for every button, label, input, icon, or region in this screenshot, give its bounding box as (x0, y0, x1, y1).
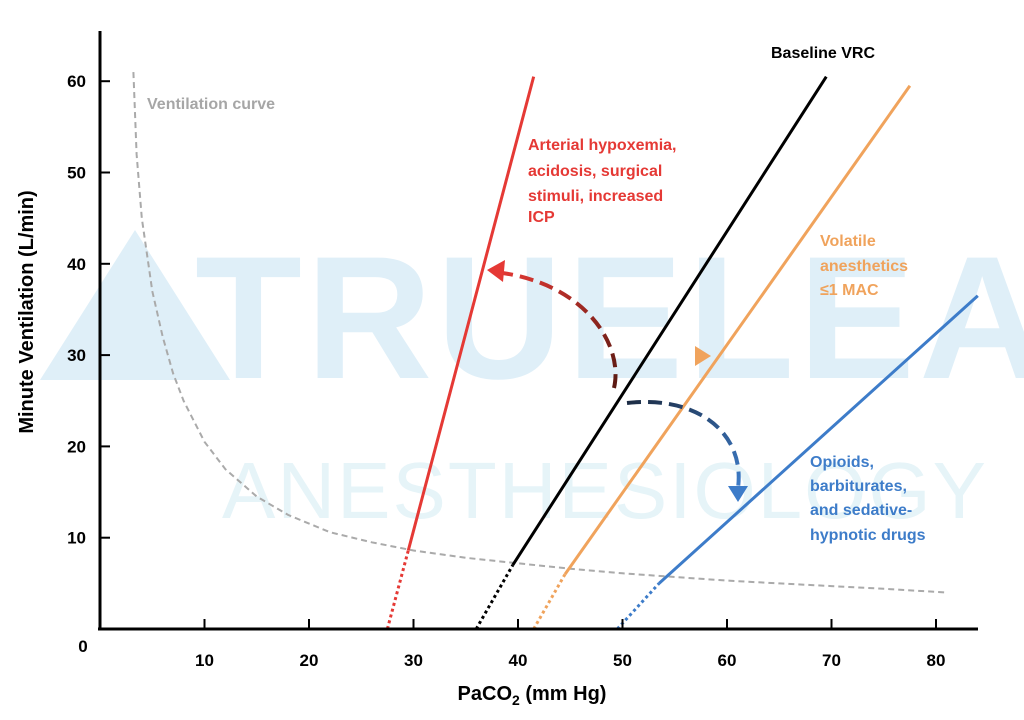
series-volatile-solid (563, 84, 912, 576)
x-axis-title: PaCO2 (mm Hg) (458, 683, 607, 708)
x-axis-ticks: 10 20 30 40 50 60 70 80 (195, 619, 945, 670)
series-baseline-solid (511, 75, 828, 566)
y-tick-label: 60 (67, 72, 86, 91)
y-axis-ticks: 10 20 30 40 50 60 (67, 72, 110, 548)
x-tick-label: 20 (300, 651, 319, 670)
y-tick-label: 30 (67, 346, 86, 365)
series-baseline-dotted (474, 564, 515, 630)
ventilation-curve-label: Ventilation curve (147, 96, 275, 113)
arrow-to-hypoxemia-head-icon (487, 260, 505, 282)
watermark-triangle-icon (40, 230, 230, 380)
watermark-title: TRUELEARN (195, 221, 1024, 416)
arrow-to-hypoxemia (494, 270, 618, 389)
label-opioids: Opioids, barbiturates, and sedative- hyp… (810, 454, 926, 544)
arrow-to-volatile-head-icon (695, 346, 711, 366)
series-baseline-line (474, 75, 828, 630)
arrow-to-opioids (626, 400, 741, 489)
series-volatile-line (532, 84, 912, 630)
y-tick-label: 20 (67, 437, 86, 456)
series-volatile-dotted (532, 573, 567, 630)
series-hypoxemia-line (385, 76, 536, 630)
series-hypoxemia-dotted (385, 550, 410, 630)
series-opioids-solid (658, 294, 979, 585)
origin-label: 0 (78, 637, 87, 656)
arrow-to-opioids-head-icon (728, 486, 748, 502)
x-tick-label: 80 (927, 651, 946, 670)
series-opioids-dotted (616, 582, 661, 631)
y-tick-label: 50 (67, 164, 86, 183)
y-tick-label: 10 (67, 529, 86, 548)
series-opioids-line (616, 294, 979, 631)
x-tick-label: 30 (404, 651, 423, 670)
y-tick-label: 40 (67, 255, 86, 274)
x-tick-label: 40 (509, 651, 528, 670)
series-hypoxemia-solid (406, 76, 536, 551)
label-baseline: Baseline VRC (771, 45, 875, 62)
label-volatile: Volatile anesthetics ≤1 MAC (820, 233, 913, 299)
x-tick-label: 70 (822, 651, 841, 670)
x-tick-label: 60 (718, 651, 737, 670)
watermark: TRUELEARN ANESTHESIOLOGY (40, 221, 1024, 535)
x-tick-label: 10 (195, 651, 214, 670)
x-tick-label: 50 (613, 651, 632, 670)
label-hypoxemia: Arterial hypoxemia, acidosis, surgical s… (528, 137, 681, 226)
y-axis-title: Minute Ventilation (L/min) (16, 190, 38, 433)
